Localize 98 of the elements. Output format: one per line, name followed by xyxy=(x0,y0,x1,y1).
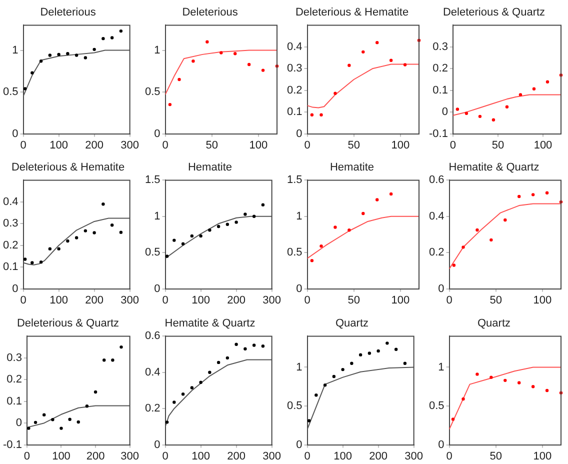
x-tick-label: 100 xyxy=(249,139,268,152)
x-tick-label: 0 xyxy=(162,450,168,462)
y-tick-label: 0.5 xyxy=(286,400,302,412)
chart-title: Deleterious xyxy=(182,6,238,19)
y-tick-label: 0.5 xyxy=(2,86,18,98)
y-tick-label: 0.4 xyxy=(286,40,302,53)
chart-title: Hematite & Quartz xyxy=(448,162,540,174)
chart-title: Deleterious & Quartz xyxy=(442,6,546,19)
y-tick-label: 0 xyxy=(154,438,160,450)
x-tick-label: 100 xyxy=(50,139,68,152)
y-tick-label: 0.3 xyxy=(286,62,302,75)
chart-title: Deleterious & Hematite xyxy=(295,6,409,19)
y-tick-label: 0 xyxy=(12,128,18,140)
y-tick-label: 0.2 xyxy=(432,62,448,75)
y-tick-label: 0 xyxy=(438,438,444,450)
y-tick-label: 0.5 xyxy=(286,246,302,259)
x-tick-label: 200 xyxy=(227,450,246,462)
y-tick-label: 0 xyxy=(154,283,160,296)
x-tick-label: 50 xyxy=(348,139,360,152)
x-tick-label: 100 xyxy=(192,450,210,462)
y-tick-label: 0 xyxy=(296,128,302,140)
x-tick-label: 200 xyxy=(86,450,105,462)
x-tick-label: 100 xyxy=(533,294,552,307)
x-tick-label: 300 xyxy=(262,294,282,307)
y-tick-label: 0.3 xyxy=(6,352,22,364)
y-tick-label: 0.2 xyxy=(2,240,18,252)
x-tick-label: 100 xyxy=(50,294,68,307)
x-tick-label: 0 xyxy=(162,139,168,152)
y-tick-label: 0.6 xyxy=(144,330,160,342)
chart-title: Deleterious & Hematite xyxy=(11,162,125,174)
x-tick-label: 300 xyxy=(404,450,424,462)
y-tick-label: 0.3 xyxy=(432,40,448,53)
x-tick-label: 100 xyxy=(534,139,552,152)
y-tick-label: 0 xyxy=(296,438,302,450)
x-tick-label: 0 xyxy=(450,139,456,152)
x-tick-label: 100 xyxy=(52,450,70,462)
chart-title: Quartz xyxy=(477,317,511,330)
x-tick-label: 100 xyxy=(192,294,210,307)
y-tick-label: 1 xyxy=(296,210,302,223)
x-tick-label: 50 xyxy=(206,139,218,152)
y-tick-label: 0.5 xyxy=(428,400,444,412)
y-tick-label: -0.1 xyxy=(2,438,22,450)
x-tick-label: 200 xyxy=(227,294,246,307)
y-tick-label: 0.3 xyxy=(2,218,18,230)
y-tick-label: 1 xyxy=(438,360,444,373)
y-tick-label: -0.1 xyxy=(428,128,448,140)
x-tick-label: 300 xyxy=(120,294,140,307)
x-tick-label: 50 xyxy=(490,294,502,307)
y-tick-label: 0.4 xyxy=(144,366,160,378)
y-tick-label: 0.4 xyxy=(428,210,444,223)
x-tick-label: 50 xyxy=(492,139,504,152)
x-tick-label: 300 xyxy=(262,450,282,462)
y-tick-label: 0 xyxy=(438,283,444,296)
y-tick-label: 0.5 xyxy=(144,246,160,259)
x-tick-label: 100 xyxy=(533,450,552,462)
x-tick-label: 200 xyxy=(85,139,104,152)
y-tick-label: 1 xyxy=(296,360,302,373)
y-tick-label: 0 xyxy=(154,128,160,140)
x-tick-label: 100 xyxy=(334,450,352,462)
chart-title: Deleterious xyxy=(40,6,96,19)
x-tick-label: 300 xyxy=(120,450,140,462)
y-tick-label: 0 xyxy=(12,283,18,296)
chart-title: Deleterious & Quartz xyxy=(16,317,120,330)
y-tick-label: 0.2 xyxy=(144,402,160,414)
y-tick-label: 0 xyxy=(442,106,448,118)
y-tick-label: 1.5 xyxy=(144,174,160,187)
y-tick-label: 0.1 xyxy=(2,261,18,274)
y-tick-label: 0 xyxy=(16,416,22,429)
chart-title: Hematite xyxy=(188,162,232,174)
y-tick-label: 0.6 xyxy=(428,174,444,187)
x-tick-label: 0 xyxy=(304,294,310,307)
x-tick-label: 100 xyxy=(391,139,410,152)
y-tick-label: 1 xyxy=(12,44,18,56)
chart-title: Hematite & Quartz xyxy=(164,317,256,330)
x-tick-label: 100 xyxy=(391,294,410,307)
y-tick-label: 0.1 xyxy=(286,106,302,118)
y-tick-label: 0.2 xyxy=(6,373,22,386)
x-tick-label: 300 xyxy=(120,139,140,152)
x-tick-label: 200 xyxy=(85,294,104,307)
x-tick-label: 50 xyxy=(348,294,360,307)
x-tick-label: 50 xyxy=(490,450,502,462)
y-tick-label: 1.5 xyxy=(286,174,302,187)
x-tick-label: 0 xyxy=(24,450,30,462)
y-tick-label: 0.5 xyxy=(144,86,160,98)
y-tick-label: 0 xyxy=(296,283,302,296)
y-tick-label: 0.1 xyxy=(432,84,448,96)
y-tick-label: 1 xyxy=(154,210,160,223)
y-tick-label: 0.1 xyxy=(6,395,22,408)
x-tick-label: 0 xyxy=(162,294,168,307)
y-tick-label: 0.2 xyxy=(286,84,302,96)
x-tick-label: 0 xyxy=(304,450,310,462)
y-tick-label: 0.4 xyxy=(2,196,18,208)
x-tick-label: 200 xyxy=(369,450,388,462)
y-tick-label: 1 xyxy=(154,44,160,56)
chart-title: Quartz xyxy=(335,317,369,330)
chart-title: Hematite xyxy=(330,162,374,174)
y-tick-label: 0.2 xyxy=(428,246,444,259)
x-tick-label: 0 xyxy=(304,139,310,152)
